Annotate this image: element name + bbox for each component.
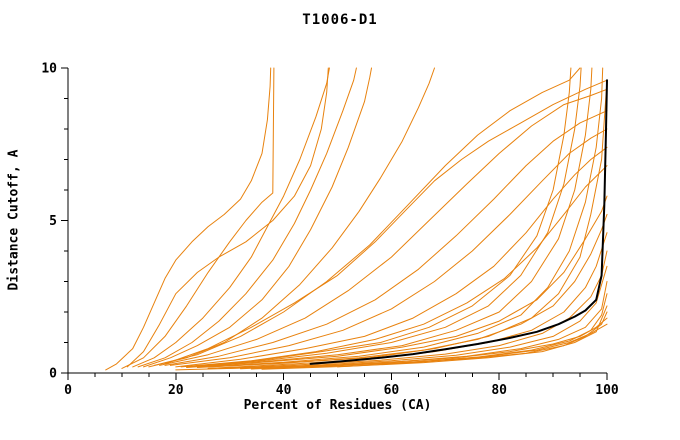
model-curve (196, 213, 608, 368)
model-curve (337, 323, 608, 368)
model-curve (169, 128, 608, 366)
model-curve (148, 67, 435, 368)
model-curve (153, 67, 581, 366)
model-curve (180, 165, 608, 368)
x-tick-label: 100 (595, 383, 619, 398)
model-curve (175, 146, 608, 368)
chart-title: T1006-D1 (302, 12, 378, 28)
x-tick-label: 20 (168, 383, 184, 398)
model-curve (186, 195, 608, 368)
model-curve (310, 317, 608, 368)
x-tick-label: 60 (384, 383, 400, 398)
model-curve (218, 250, 608, 369)
x-tick-label: 40 (276, 383, 292, 398)
model-curve (137, 67, 357, 368)
axis-lines (67, 68, 607, 374)
x-tick-label: 80 (491, 383, 507, 398)
model-curve (207, 79, 608, 368)
model-curve (175, 311, 608, 371)
reference-curve (309, 79, 608, 365)
y-tick-label: 0 (49, 367, 57, 382)
model-curve (143, 67, 372, 368)
model-curve (196, 67, 593, 368)
model-curve (229, 265, 608, 369)
model-curve (159, 88, 608, 366)
y-tick-label: 10 (41, 62, 57, 77)
model-curve (191, 67, 582, 368)
model-curve (132, 67, 330, 368)
model-curve (186, 67, 572, 368)
model-curve (164, 110, 608, 366)
y-tick-label: 5 (49, 214, 57, 229)
model-curve (126, 67, 329, 368)
x-tick-label: 0 (64, 383, 72, 398)
x-axis-label: Percent of Residues (CA) (243, 398, 432, 413)
model-curve (164, 79, 608, 365)
model-curve (105, 67, 272, 371)
